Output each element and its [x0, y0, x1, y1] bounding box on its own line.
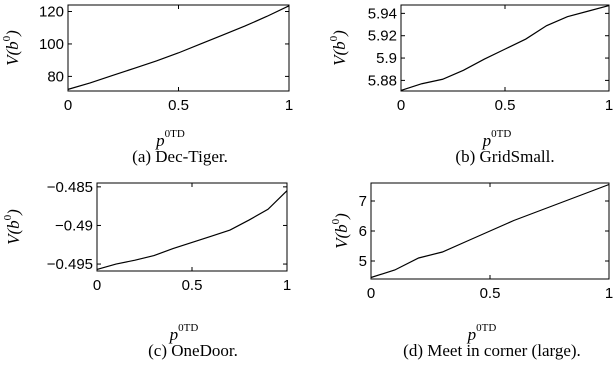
- x-tick-label: 0.5: [168, 97, 189, 114]
- chart-panel-1: 0 0.5 1 80 100 120 p0TD V(b0) (a) Dec-Tiger.: [1, 3, 293, 166]
- panel-caption: (b) GridSmall.: [455, 147, 554, 166]
- x-axis-label: p0TD: [467, 322, 497, 344]
- x-tick-label: 0.5: [182, 277, 203, 294]
- y-tick-label: 5.92: [368, 28, 397, 45]
- y-tick-label: 7: [359, 193, 367, 210]
- chart-panel-4: 0 0.5 1 5 6 7 p0TD V(b0) (d) Meet in corner (lar…: [330, 182, 613, 360]
- y-tick-label: 120: [39, 3, 64, 20]
- x-tick-label: 1: [283, 277, 291, 294]
- x-tick-label: 0.5: [480, 285, 501, 302]
- x-axis-label: p0TD: [482, 128, 512, 150]
- y-tick-label: 5: [359, 253, 367, 270]
- y-tick-label: −0.495: [47, 256, 93, 273]
- series-line-1: [67, 5, 290, 90]
- x-tick-label: 0: [397, 97, 405, 114]
- panel-caption: (a) Dec-Tiger.: [132, 147, 228, 166]
- y-tick-label: −0.485: [47, 179, 93, 196]
- x-tick-label: 1: [605, 97, 613, 114]
- series-line-1: [96, 190, 288, 271]
- y-axis-label: V(b0): [328, 30, 349, 66]
- chart-panel-3: 0 0.5 1 −0.495 −0.49 −0.485 p0TD V(b0) (c) OneDo…: [2, 179, 291, 360]
- y-tick-label: 5.94: [368, 5, 397, 22]
- x-tick-label: 0: [93, 277, 101, 294]
- plot-frame: [67, 4, 290, 92]
- y-tick-label: 100: [39, 36, 64, 53]
- x-tick-label: 0.5: [495, 97, 516, 114]
- series-line-1: [370, 183, 610, 279]
- panel-caption: (d) Meet in corner (large).: [403, 341, 581, 360]
- x-axis-label: p0TD: [155, 128, 185, 150]
- y-axis-label: V(b0): [330, 213, 351, 249]
- x-axis-label: p0TD: [169, 322, 199, 344]
- x-tick-label: 1: [285, 97, 293, 114]
- plot-frame: [400, 4, 610, 92]
- series-line-1: [400, 4, 610, 92]
- panel-caption: (c) OneDoor.: [148, 341, 238, 360]
- y-axis-label: V(b0): [2, 209, 23, 245]
- y-tick-label: 5.9: [376, 50, 397, 67]
- x-tick-label: 1: [605, 285, 613, 302]
- y-axis-label: V(b0): [1, 30, 22, 66]
- chart-panel-2: 0 0.5 1 5.88 5.9 5.92 5.94 p0TD V(b0) (b) GridSma…: [328, 4, 613, 166]
- plot-frame: [96, 182, 288, 272]
- y-tick-label: 5.88: [368, 72, 397, 89]
- x-tick-label: 0: [64, 97, 72, 114]
- y-tick-label: −0.49: [55, 217, 93, 234]
- y-tick-label: 6: [359, 223, 367, 240]
- y-tick-label: 80: [47, 68, 64, 85]
- x-tick-label: 0: [367, 285, 375, 302]
